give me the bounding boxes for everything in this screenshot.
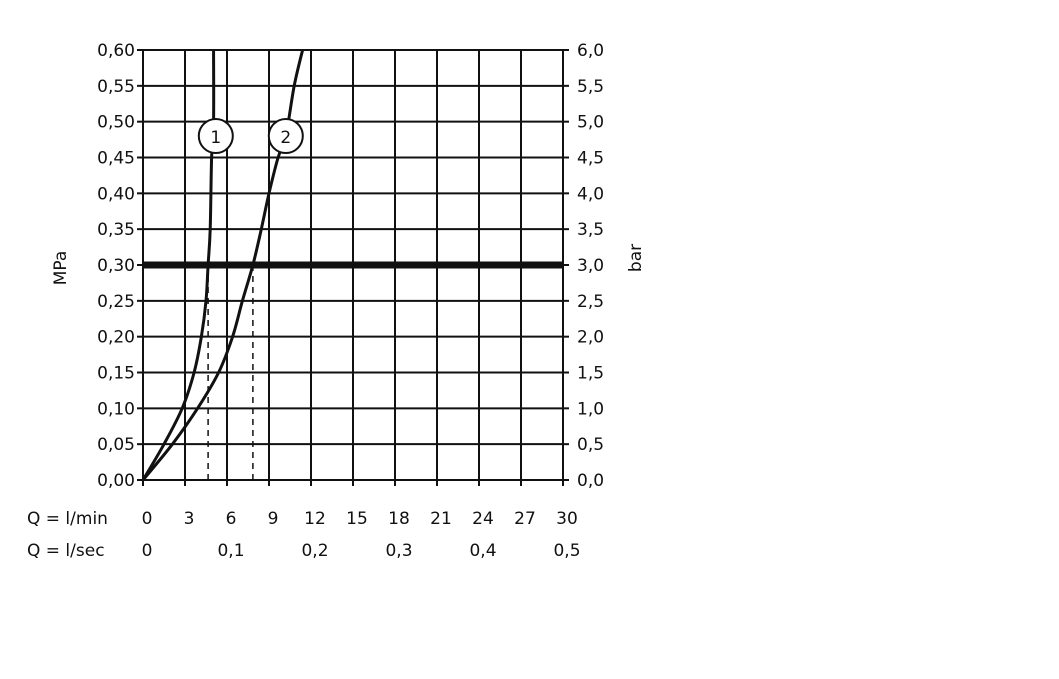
x-axis-label: Q = l/sec: [27, 541, 105, 561]
x-tick-label: 30: [556, 509, 578, 529]
x-tick-label: 0,5: [553, 541, 580, 561]
x-tick-label: 6: [226, 509, 237, 529]
y-tick-label-right: 5,5: [577, 77, 604, 97]
x-tick-label: 27: [514, 509, 536, 529]
y-tick-label-right: 6,0: [577, 41, 604, 61]
y-tick-label-left: 0,00: [97, 471, 135, 491]
x-tick-label: 0,2: [301, 541, 328, 561]
x-tick-label: 0,3: [385, 541, 412, 561]
y-tick-label-right: 4,0: [577, 184, 604, 204]
y-axis-label-left: MPa: [51, 251, 71, 286]
x-tick-label: 0: [142, 541, 153, 561]
x-tick-label: 0,1: [217, 541, 244, 561]
y-tick-label-left: 0,35: [97, 220, 135, 240]
series-marker-circle: [197, 118, 234, 154]
x-tick-label: 0: [142, 509, 153, 529]
y-tick-label-left: 0,30: [97, 256, 135, 276]
y-tick-label-right: 4,5: [577, 149, 604, 169]
x-tick-label: 24: [472, 509, 494, 529]
x-tick-label: 9: [268, 509, 279, 529]
y-tick-label-left: 0,55: [97, 77, 135, 97]
x-tick-label: 15: [346, 509, 368, 529]
y-tick-label-right: 5,0: [577, 113, 604, 133]
x-axis-label: Q = l/min: [27, 509, 108, 529]
y-tick-label-right: 0,0: [577, 471, 604, 491]
y-tick-label-left: 0,45: [97, 149, 135, 169]
y-tick-label-left: 0,40: [97, 184, 135, 204]
y-tick-label-right: 1,0: [577, 399, 604, 419]
x-tick-label: 3: [184, 509, 195, 529]
y-tick-label-right: 1,5: [577, 364, 604, 384]
x-tick-label: 18: [388, 509, 410, 529]
x-tick-label: 0,4: [469, 541, 496, 561]
y-tick-label-left: 0,05: [97, 435, 135, 455]
y-tick-label-right: 0,5: [577, 435, 604, 455]
y-tick-label-left: 0,10: [97, 399, 135, 419]
y-axis-label-right: bar: [626, 244, 646, 272]
y-tick-label-left: 0,50: [97, 113, 135, 133]
series-label: 1: [210, 128, 221, 148]
y-tick-label-right: 2,5: [577, 292, 604, 312]
x-tick-label: 12: [304, 509, 326, 529]
y-tick-label-left: 0,25: [97, 292, 135, 312]
y-tick-label-right: 2,0: [577, 328, 604, 348]
y-tick-label-left: 0,60: [97, 41, 135, 61]
y-tick-label-right: 3,5: [577, 220, 604, 240]
y-tick-label-left: 0,20: [97, 328, 135, 348]
series-label: 2: [280, 128, 291, 148]
y-tick-label-left: 0,15: [97, 364, 135, 384]
series-marker-circle: [267, 118, 304, 154]
x-tick-label: 21: [430, 509, 452, 529]
y-tick-label-right: 3,0: [577, 256, 604, 276]
